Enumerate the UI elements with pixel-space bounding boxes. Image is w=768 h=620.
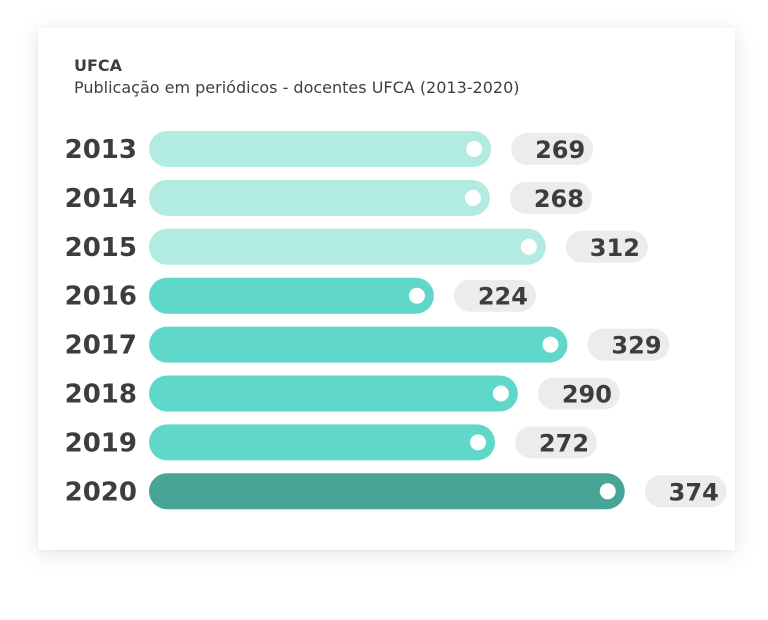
year-label: 2020 <box>65 477 137 507</box>
bar-2015 <box>149 228 546 265</box>
year-label: 2019 <box>65 428 137 458</box>
value-label: 224 <box>478 283 528 311</box>
value-pill <box>453 279 536 312</box>
year-label: 2015 <box>65 233 137 263</box>
value-label: 272 <box>539 429 589 457</box>
year-label: 2016 <box>65 282 137 312</box>
bar-2020 <box>149 473 625 510</box>
value-label: 290 <box>562 381 612 409</box>
value-label: 268 <box>534 185 584 213</box>
bar-end-dot <box>492 385 509 402</box>
value-pill <box>644 475 727 508</box>
bar-2018 <box>149 375 518 412</box>
bar-2014 <box>149 179 490 216</box>
bar-2017 <box>149 326 568 363</box>
value-pill <box>587 328 670 361</box>
value-label: 269 <box>535 136 585 164</box>
chart-title: UFCA <box>74 56 123 75</box>
bar-2016 <box>149 277 434 314</box>
bar-end-dot <box>466 141 483 157</box>
bar-end-dot <box>520 238 537 255</box>
value-label: 374 <box>669 478 719 506</box>
year-label: 2018 <box>65 380 137 410</box>
value-pill <box>565 230 648 263</box>
value-pill <box>514 426 597 459</box>
bar-end-dot <box>542 336 559 353</box>
value-label: 329 <box>611 332 661 360</box>
bar-end-dot <box>469 434 486 451</box>
year-label: 2014 <box>65 184 137 214</box>
bar-end-dot <box>599 483 616 500</box>
bar-end-dot <box>464 189 481 206</box>
bar-end-dot <box>408 287 425 304</box>
year-label: 2017 <box>65 331 137 361</box>
value-pill <box>537 377 620 410</box>
value-pill <box>511 133 594 165</box>
bar-2013 <box>149 131 492 167</box>
value-label: 312 <box>590 234 640 262</box>
value-pill <box>509 181 592 214</box>
bar-2019 <box>149 424 495 461</box>
year-label: 2013 <box>65 135 137 165</box>
chart-subtitle: Publicação em periódicos - docentes UFCA… <box>74 78 520 97</box>
